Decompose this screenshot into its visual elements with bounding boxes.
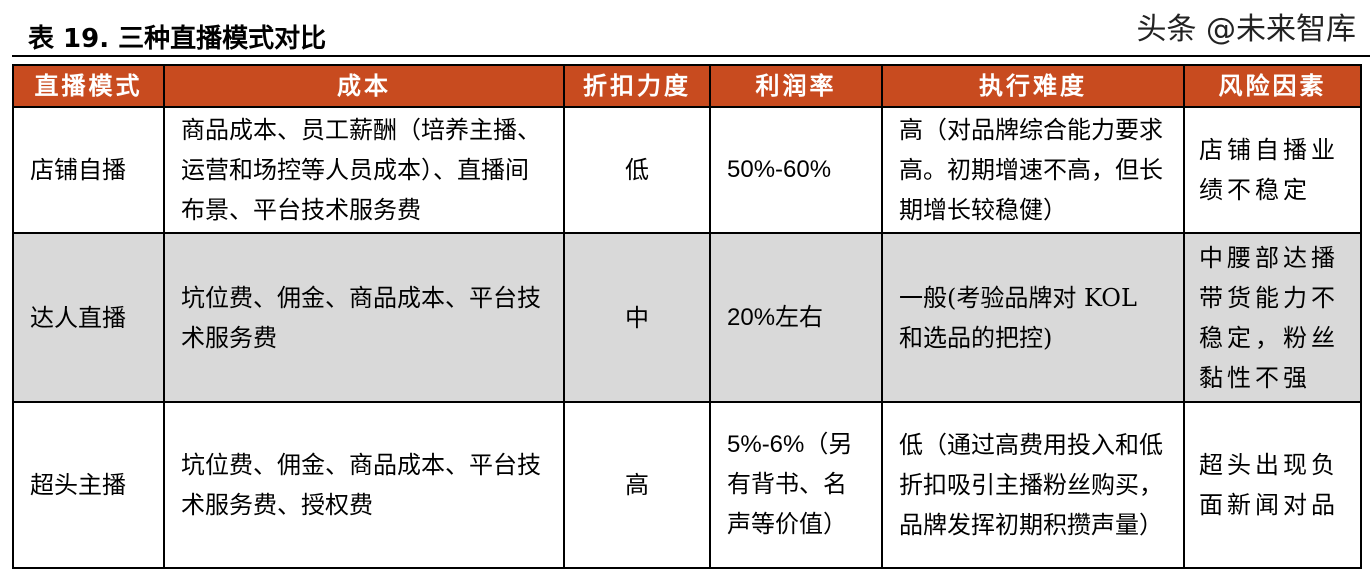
table-title: 表 19. 三种直播模式对比	[28, 24, 327, 54]
margin-cell: 50%-60%	[709, 106, 883, 234]
cost-cell: 坑位费、佣金、商品成本、平台技术服务费、授权费	[163, 401, 565, 569]
header-cell: 折扣力度	[563, 64, 711, 108]
discount-cell: 高	[563, 401, 711, 569]
header-cell: 风险因素	[1183, 64, 1362, 108]
watermark: 头条 @未来智库	[1136, 12, 1356, 47]
header-cell: 执行难度	[881, 64, 1185, 108]
discount-cell: 低	[563, 106, 711, 234]
margin-cell: 20%左右	[709, 232, 883, 403]
mode-cell: 达人直播	[12, 232, 165, 403]
header-cell: 成本	[163, 64, 565, 108]
comparison-table: 直播模式 成本 折扣力度 利润率 执行难度 风险因素 店铺自播 商品成本、员工薪…	[12, 64, 1362, 569]
risk-cell: 店铺自播业绩不稳定	[1183, 106, 1362, 234]
discount-cell: 中	[563, 232, 711, 403]
mode-cell: 店铺自播	[12, 106, 165, 234]
table-row: 达人直播 坑位费、佣金、商品成本、平台技术服务费 中 20%左右 一般(考验品牌…	[12, 232, 1362, 403]
cost-cell: 坑位费、佣金、商品成本、平台技术服务费	[163, 232, 565, 403]
risk-cell: 中腰部达播带货能力不稳定，粉丝黏性不强	[1183, 232, 1362, 403]
header-cell: 直播模式	[12, 64, 165, 108]
difficulty-cell: 高（对品牌综合能力要求高。初期增速不高，但长期增长较稳健）	[881, 106, 1185, 234]
mode-cell: 超头主播	[12, 401, 165, 569]
cost-cell: 商品成本、员工薪酬（培养主播、运营和场控等人员成本）、直播间布景、平台技术服务费	[163, 106, 565, 234]
difficulty-cell: 一般(考验品牌对 KOL 和选品的把控)	[881, 232, 1185, 403]
difficulty-cell: 低（通过高费用投入和低折扣吸引主播粉丝购买，品牌发挥初期积攒声量）	[881, 401, 1185, 569]
risk-cell: 超头出现负面新闻对品	[1183, 401, 1362, 569]
margin-cell: 5%-6%（另有背书、名声等价值）	[709, 401, 883, 569]
header-cell: 利润率	[709, 64, 883, 108]
table-row: 超头主播 坑位费、佣金、商品成本、平台技术服务费、授权费 高 5%-6%（另有背…	[12, 401, 1362, 569]
title-divider	[12, 55, 1370, 57]
header-row: 直播模式 成本 折扣力度 利润率 执行难度 风险因素	[12, 64, 1362, 108]
table-row: 店铺自播 商品成本、员工薪酬（培养主播、运营和场控等人员成本）、直播间布景、平台…	[12, 106, 1362, 234]
